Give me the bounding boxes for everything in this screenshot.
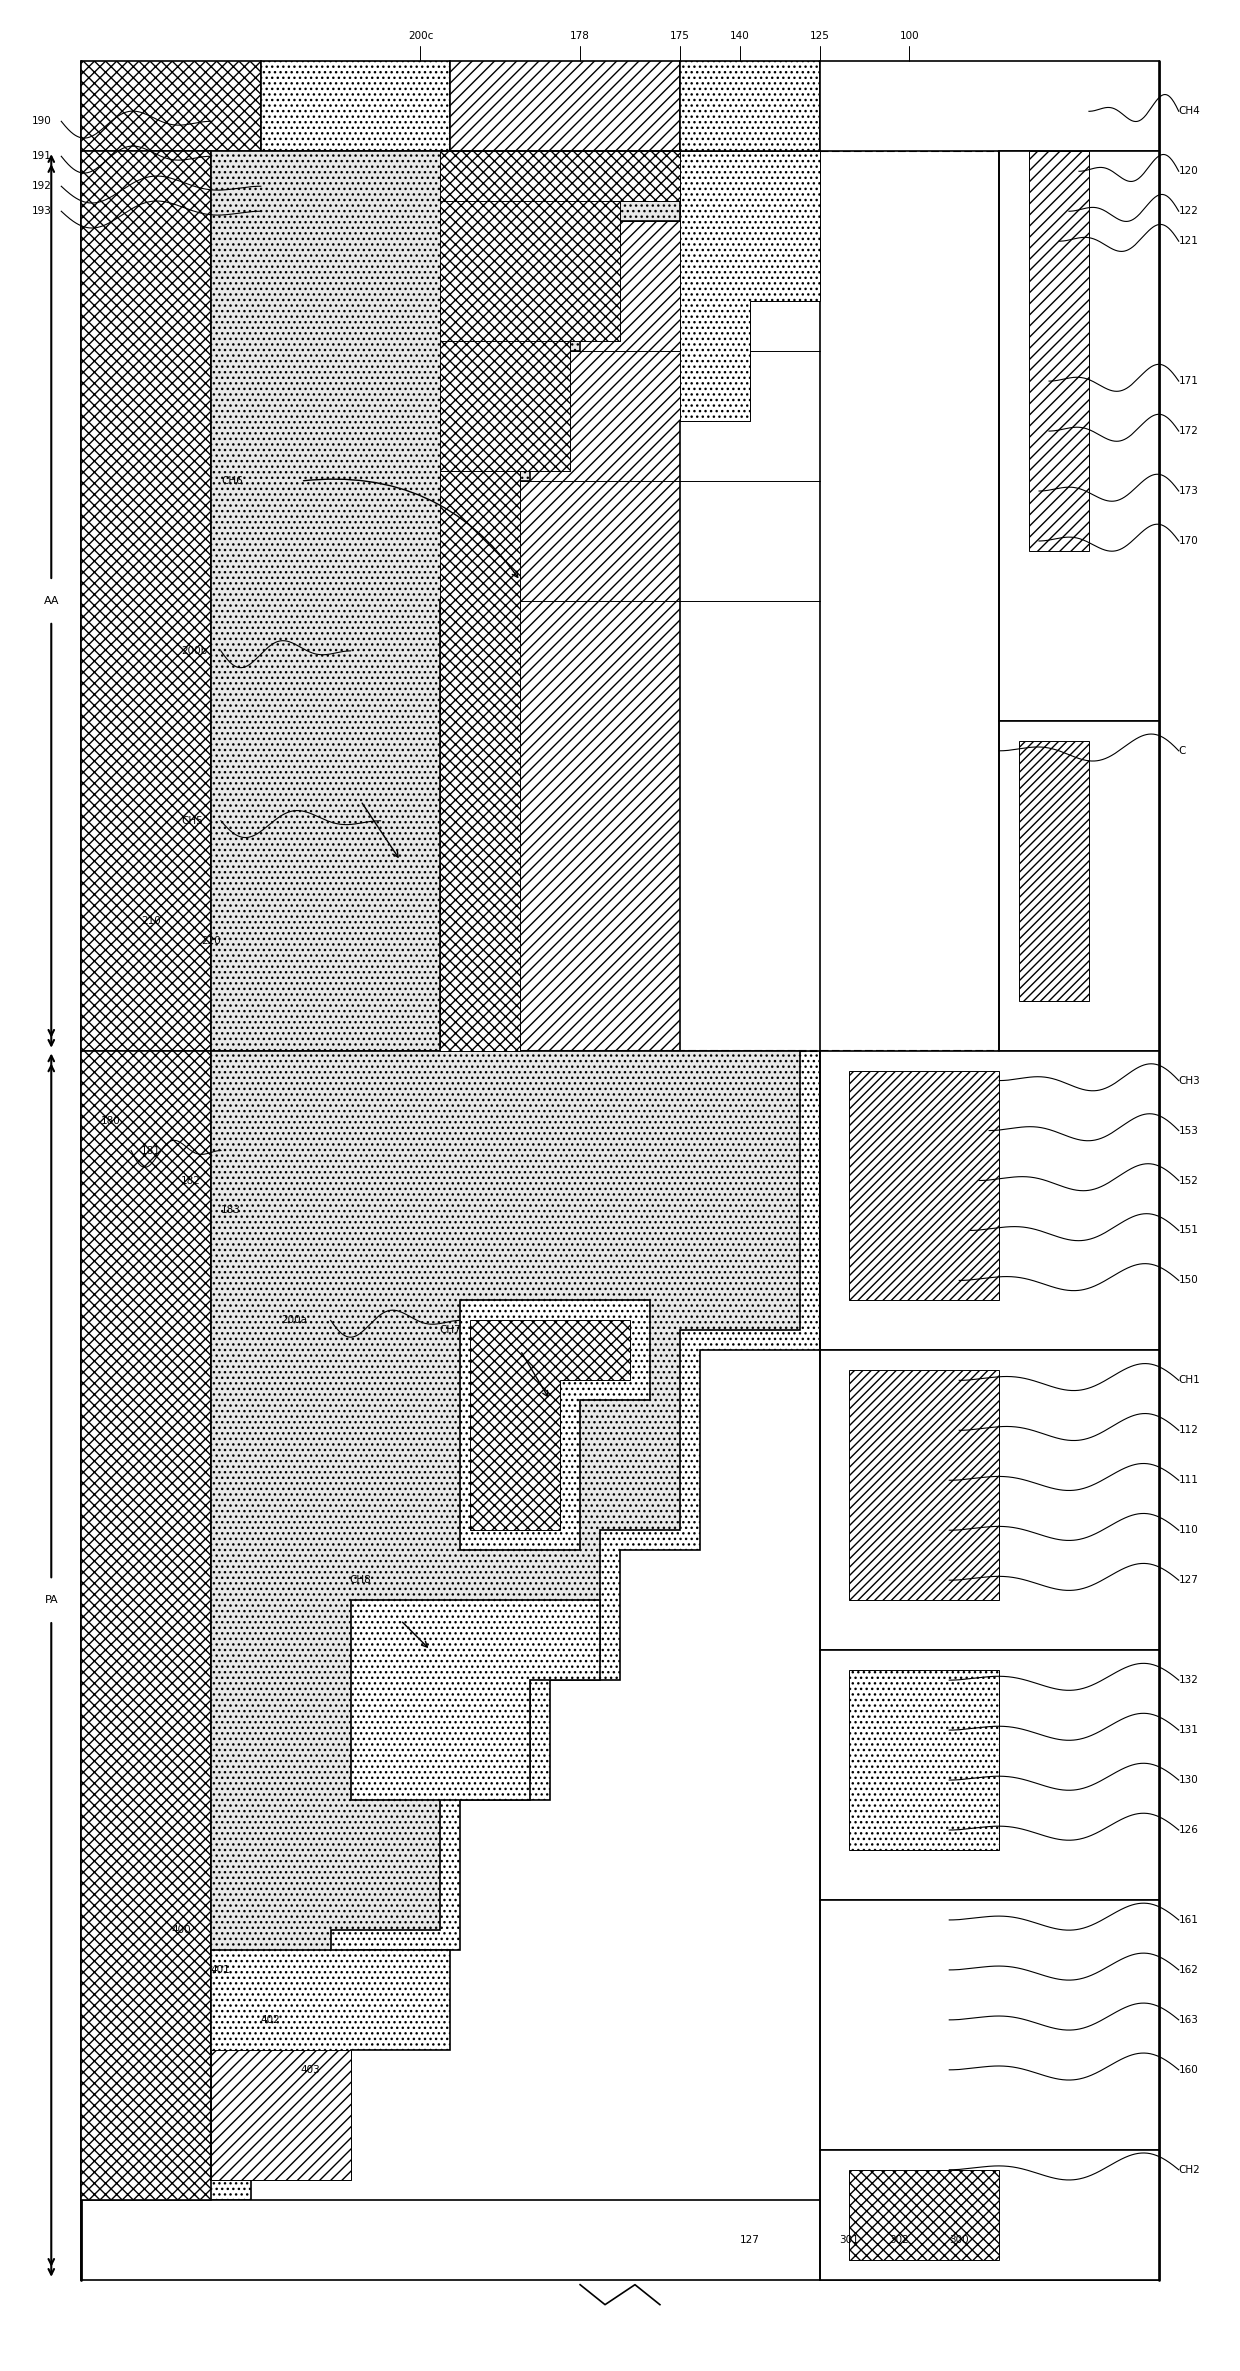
Text: 120: 120 bbox=[1179, 166, 1199, 175]
Text: 100: 100 bbox=[899, 31, 919, 40]
Polygon shape bbox=[460, 1299, 650, 1551]
Polygon shape bbox=[81, 1050, 211, 2200]
Text: 200a: 200a bbox=[280, 1316, 306, 1325]
Text: 302: 302 bbox=[889, 2236, 909, 2245]
Text: CH4: CH4 bbox=[1179, 107, 1200, 116]
Text: CH1: CH1 bbox=[1179, 1375, 1200, 1385]
Polygon shape bbox=[211, 152, 680, 1050]
Text: 181: 181 bbox=[141, 1145, 161, 1155]
Polygon shape bbox=[999, 721, 1159, 1050]
Text: 162: 162 bbox=[1179, 1966, 1199, 1975]
Text: 183: 183 bbox=[221, 1204, 241, 1216]
Polygon shape bbox=[680, 62, 820, 152]
Text: 122: 122 bbox=[1179, 206, 1199, 216]
Text: CH3: CH3 bbox=[1179, 1076, 1200, 1086]
Polygon shape bbox=[81, 2200, 1159, 2279]
Text: C: C bbox=[1179, 747, 1187, 756]
Polygon shape bbox=[820, 1050, 1159, 1351]
Text: PA: PA bbox=[45, 1596, 58, 1605]
Text: CH2: CH2 bbox=[1179, 2165, 1200, 2174]
Text: 210: 210 bbox=[141, 915, 161, 925]
Text: 131: 131 bbox=[1179, 1726, 1199, 1736]
Text: 300: 300 bbox=[950, 2236, 968, 2245]
Polygon shape bbox=[440, 152, 680, 202]
Text: AA: AA bbox=[43, 595, 60, 607]
Text: 171: 171 bbox=[1179, 377, 1199, 386]
Text: 170: 170 bbox=[1179, 536, 1199, 545]
Polygon shape bbox=[351, 1600, 600, 1800]
Polygon shape bbox=[820, 1650, 1159, 1899]
Polygon shape bbox=[820, 1899, 1159, 2150]
Text: 150: 150 bbox=[1179, 1276, 1199, 1285]
Text: 127: 127 bbox=[740, 2236, 760, 2245]
Polygon shape bbox=[211, 1050, 800, 2179]
Polygon shape bbox=[81, 152, 211, 1050]
Polygon shape bbox=[211, 2051, 351, 2179]
Polygon shape bbox=[849, 1370, 999, 1600]
Text: 403: 403 bbox=[301, 2065, 320, 2075]
Polygon shape bbox=[211, 1949, 450, 2179]
Text: 400: 400 bbox=[171, 1925, 191, 1935]
Text: 126: 126 bbox=[1179, 1826, 1199, 1835]
Polygon shape bbox=[81, 1050, 820, 2200]
Polygon shape bbox=[260, 62, 450, 152]
Polygon shape bbox=[450, 152, 820, 1050]
Text: 110: 110 bbox=[1179, 1525, 1199, 1536]
Polygon shape bbox=[81, 62, 260, 152]
Polygon shape bbox=[440, 341, 570, 472]
Polygon shape bbox=[450, 62, 680, 152]
Polygon shape bbox=[1029, 152, 1089, 550]
Polygon shape bbox=[1019, 740, 1089, 1001]
Text: 192: 192 bbox=[31, 180, 51, 192]
Text: 130: 130 bbox=[1179, 1776, 1199, 1785]
Text: 190: 190 bbox=[31, 116, 51, 126]
Text: 172: 172 bbox=[1179, 427, 1199, 436]
Text: 401: 401 bbox=[211, 1966, 231, 1975]
Text: 140: 140 bbox=[730, 31, 750, 40]
Polygon shape bbox=[849, 1669, 999, 1849]
Polygon shape bbox=[999, 152, 1159, 721]
Text: 200c: 200c bbox=[408, 31, 433, 40]
Text: CH7: CH7 bbox=[439, 1325, 461, 1335]
Text: 173: 173 bbox=[1179, 486, 1199, 496]
Polygon shape bbox=[440, 202, 620, 341]
Text: 152: 152 bbox=[1179, 1176, 1199, 1186]
Text: 220: 220 bbox=[201, 937, 221, 946]
Polygon shape bbox=[680, 152, 820, 422]
Text: 193: 193 bbox=[31, 206, 51, 216]
Polygon shape bbox=[849, 2169, 999, 2260]
Polygon shape bbox=[81, 152, 699, 1050]
Text: 125: 125 bbox=[810, 31, 830, 40]
Text: 182: 182 bbox=[181, 1176, 201, 1186]
Text: CH6: CH6 bbox=[221, 477, 243, 486]
Text: 127: 127 bbox=[1179, 1574, 1199, 1586]
Text: 178: 178 bbox=[570, 31, 590, 40]
Polygon shape bbox=[820, 1351, 1159, 1650]
Text: 200b: 200b bbox=[181, 645, 207, 657]
Text: 402: 402 bbox=[260, 2015, 280, 2025]
Text: 151: 151 bbox=[1179, 1226, 1199, 1235]
Polygon shape bbox=[470, 1321, 630, 1529]
Text: 163: 163 bbox=[1179, 2015, 1199, 2025]
Text: 121: 121 bbox=[1179, 237, 1199, 247]
Polygon shape bbox=[849, 1072, 999, 1299]
Polygon shape bbox=[440, 472, 521, 1050]
Text: 153: 153 bbox=[1179, 1126, 1199, 1136]
Text: CH5: CH5 bbox=[181, 816, 202, 825]
Text: 301: 301 bbox=[839, 2236, 859, 2245]
Text: 161: 161 bbox=[1179, 1916, 1199, 1925]
Polygon shape bbox=[820, 62, 1159, 152]
Text: 112: 112 bbox=[1179, 1425, 1199, 1434]
Text: 180: 180 bbox=[102, 1114, 122, 1126]
Text: 111: 111 bbox=[1179, 1475, 1199, 1484]
Text: 175: 175 bbox=[670, 31, 689, 40]
Text: CH8: CH8 bbox=[350, 1574, 372, 1586]
Text: 132: 132 bbox=[1179, 1676, 1199, 1686]
Text: 191: 191 bbox=[31, 152, 51, 161]
Polygon shape bbox=[820, 2150, 1159, 2279]
Text: 160: 160 bbox=[1179, 2065, 1199, 2075]
